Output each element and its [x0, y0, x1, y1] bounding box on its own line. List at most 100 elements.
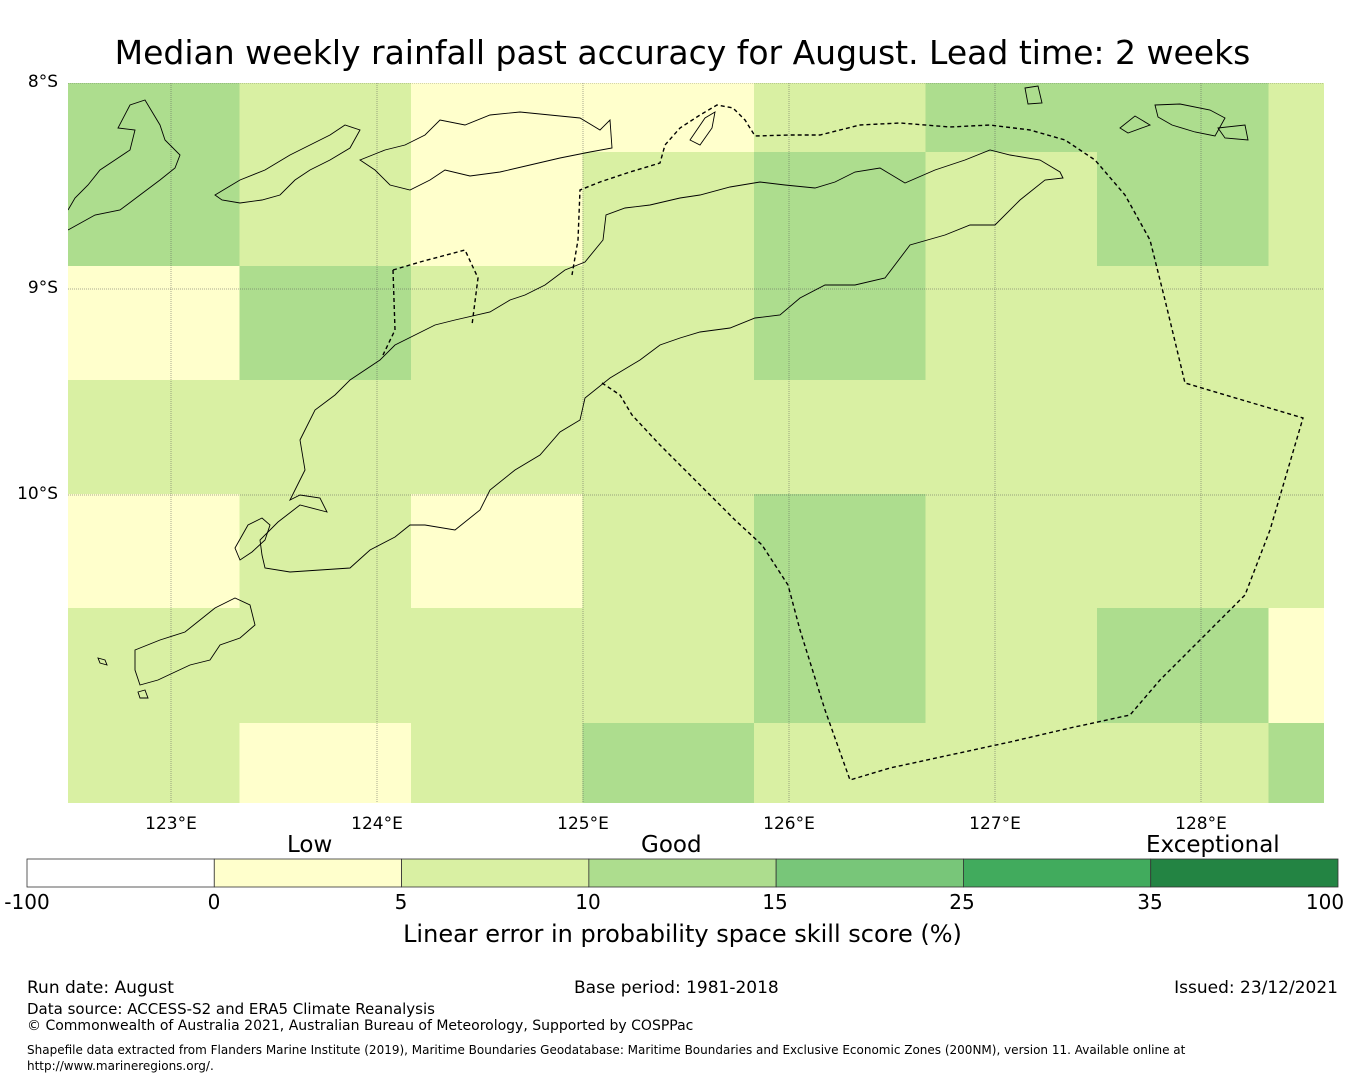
skill-cell	[411, 152, 584, 267]
eez-boundaries	[382, 104, 1304, 781]
skill-cell	[411, 608, 584, 724]
skill-cell	[1268, 83, 1324, 153]
skill-cell	[68, 266, 241, 381]
skill-cell	[1097, 266, 1270, 381]
colorbar-tick: 0	[207, 890, 221, 914]
colorbar-segment	[213, 858, 402, 888]
shapefile-note: Shapefile data extracted from Flanders M…	[27, 1043, 1186, 1073]
skill-cell	[411, 266, 584, 381]
skill-cell	[754, 83, 927, 153]
issued-date: Issued: 23/12/2021	[1174, 978, 1338, 998]
skill-cell	[1268, 380, 1324, 495]
lon-label-126e: 126°E	[763, 814, 815, 834]
islet-3	[1217, 124, 1249, 141]
islet-1	[1024, 85, 1043, 105]
skill-cell	[411, 83, 584, 153]
colorbar-segment	[963, 858, 1152, 888]
atauro-coastline	[689, 111, 716, 146]
skill-cell	[925, 723, 1098, 803]
skill-cell	[925, 494, 1098, 609]
wetar-coastline	[359, 111, 613, 191]
colorbar-title: Linear error in probability space skill …	[403, 920, 962, 948]
skill-cell	[68, 494, 241, 609]
skill-cell	[239, 83, 412, 153]
skill-cell	[754, 608, 927, 724]
skill-cell	[1268, 494, 1324, 609]
skill-cell	[68, 608, 241, 724]
skill-cell	[411, 723, 584, 803]
lon-label-128e: 128°E	[1175, 814, 1227, 834]
skill-cell	[925, 152, 1098, 267]
colorbar-segment	[401, 858, 590, 888]
colorbar-tick: 5	[394, 890, 408, 914]
skill-cell	[1268, 608, 1324, 724]
eez-boundary-main	[571, 104, 1304, 781]
category-good-label: Good	[641, 832, 702, 858]
colorbar-segment	[26, 858, 215, 888]
skill-cell	[754, 494, 927, 609]
skill-cell	[582, 380, 755, 495]
skill-cell	[1268, 266, 1324, 381]
category-exceptional-label: Exceptional	[1146, 832, 1280, 858]
skill-cell	[925, 380, 1098, 495]
lon-label-123e: 123°E	[145, 814, 197, 834]
skill-cell	[925, 83, 1098, 153]
base-period: Base period: 1981-2018	[574, 978, 779, 998]
lat-label-9s: 9°S	[27, 278, 58, 298]
skill-cell	[411, 380, 584, 495]
lon-label-124e: 124°E	[351, 814, 403, 834]
rote-coastline	[134, 597, 256, 686]
lat-label-10s: 10°S	[17, 484, 58, 504]
skill-cell	[582, 266, 755, 381]
lon-label-125e: 125°E	[557, 814, 609, 834]
skill-cell	[754, 266, 927, 381]
islet-2	[1154, 103, 1226, 137]
skill-cell	[239, 723, 412, 803]
skill-grid-cells	[68, 83, 1324, 803]
skill-cell	[1097, 723, 1270, 803]
skill-cell	[1268, 152, 1324, 267]
timor-coastline	[259, 149, 1064, 573]
islet-6	[137, 689, 149, 699]
colorbar-segment	[1150, 858, 1339, 888]
colorbar-tick: -100	[4, 890, 50, 914]
copyright: © Commonwealth of Australia 2021, Austra…	[27, 1018, 694, 1034]
skill-cell	[1268, 723, 1324, 803]
skill-cell	[1097, 152, 1270, 267]
coastlines	[68, 85, 1249, 699]
skill-cell	[1097, 380, 1270, 495]
skill-cell	[239, 608, 412, 724]
colorbar	[26, 858, 1339, 888]
islet-4	[1119, 115, 1152, 134]
skill-cell	[1097, 608, 1270, 724]
alor-coastline	[214, 124, 361, 204]
skill-cell	[925, 608, 1098, 724]
skill-cell	[411, 494, 584, 609]
skill-cell	[582, 152, 755, 267]
skill-cell	[68, 83, 241, 153]
skill-cell	[68, 380, 241, 495]
flores-coastline	[68, 99, 181, 231]
skill-cell	[68, 723, 241, 803]
colorbar-tick: 15	[762, 890, 788, 914]
semau-coastline	[234, 517, 271, 561]
skill-cell	[754, 723, 927, 803]
skill-cell	[754, 152, 927, 267]
skill-cell	[1097, 83, 1270, 153]
skill-cell	[239, 152, 412, 267]
skill-cell	[582, 608, 755, 724]
lon-label-127e: 127°E	[969, 814, 1021, 834]
run-date: Run date: August	[27, 978, 174, 998]
category-low-label: Low	[287, 832, 333, 858]
skill-cell	[582, 723, 755, 803]
eez-boundary-oecusse	[382, 249, 479, 356]
colorbar-tick: 100	[1305, 890, 1345, 914]
skill-cell	[754, 380, 927, 495]
colorbar-tick: 10	[575, 890, 601, 914]
skill-cell	[239, 266, 412, 381]
colorbar-segment	[588, 858, 777, 888]
skill-cell	[1097, 494, 1270, 609]
skill-cell	[582, 494, 755, 609]
map-title: Median weekly rainfall past accuracy for…	[114, 33, 1251, 72]
